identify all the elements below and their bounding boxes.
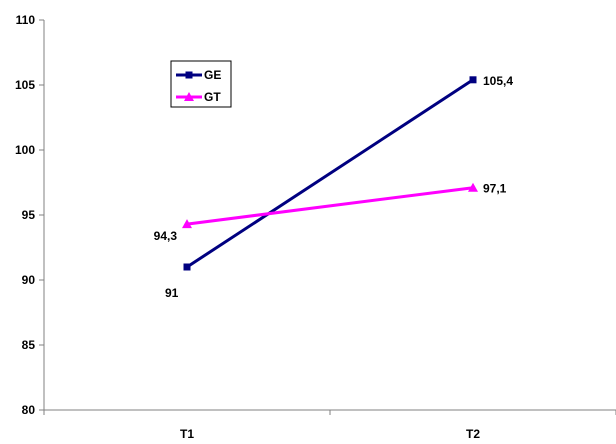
data-label-gt: 94,3	[154, 229, 178, 243]
series-line-ge	[186, 78, 474, 269]
y-tick-label: 105	[15, 78, 35, 92]
legend: GE GT	[170, 60, 232, 108]
data-point-ge	[469, 76, 477, 84]
y-tick-label: 110	[16, 13, 36, 27]
data-label-ge: 105,4	[483, 74, 513, 88]
legend-marker	[185, 71, 193, 79]
series-line-gt	[186, 186, 474, 226]
legend-label: GE	[204, 68, 221, 82]
y-tick-label: 85	[22, 338, 36, 352]
y-tick-label: 100	[15, 143, 35, 157]
series-lines	[182, 76, 478, 271]
y-axis-ticks: 80 85 90 95 100 105 110	[15, 13, 44, 417]
x-axis-ticks: T1 T2	[43, 410, 616, 441]
data-point-gt	[182, 219, 192, 229]
legend-items: GE GT	[176, 68, 221, 104]
legend-box	[170, 60, 232, 108]
data-point-gt	[468, 182, 478, 192]
x-tick-label: T1	[180, 427, 194, 441]
legend-marker	[184, 92, 194, 101]
axes	[43, 20, 616, 411]
data-label-gt: 97,1	[483, 182, 507, 196]
y-tick-label: 90	[22, 273, 36, 287]
y-tick-label: 95	[22, 208, 36, 222]
legend-label: GT	[204, 90, 221, 104]
x-tick-label: T2	[466, 427, 480, 441]
data-label-ge: 91	[165, 286, 179, 300]
data-point-ge	[183, 263, 191, 271]
data-labels: 91 105,4 94,3 97,1	[154, 74, 514, 300]
y-tick-label: 80	[22, 403, 36, 417]
